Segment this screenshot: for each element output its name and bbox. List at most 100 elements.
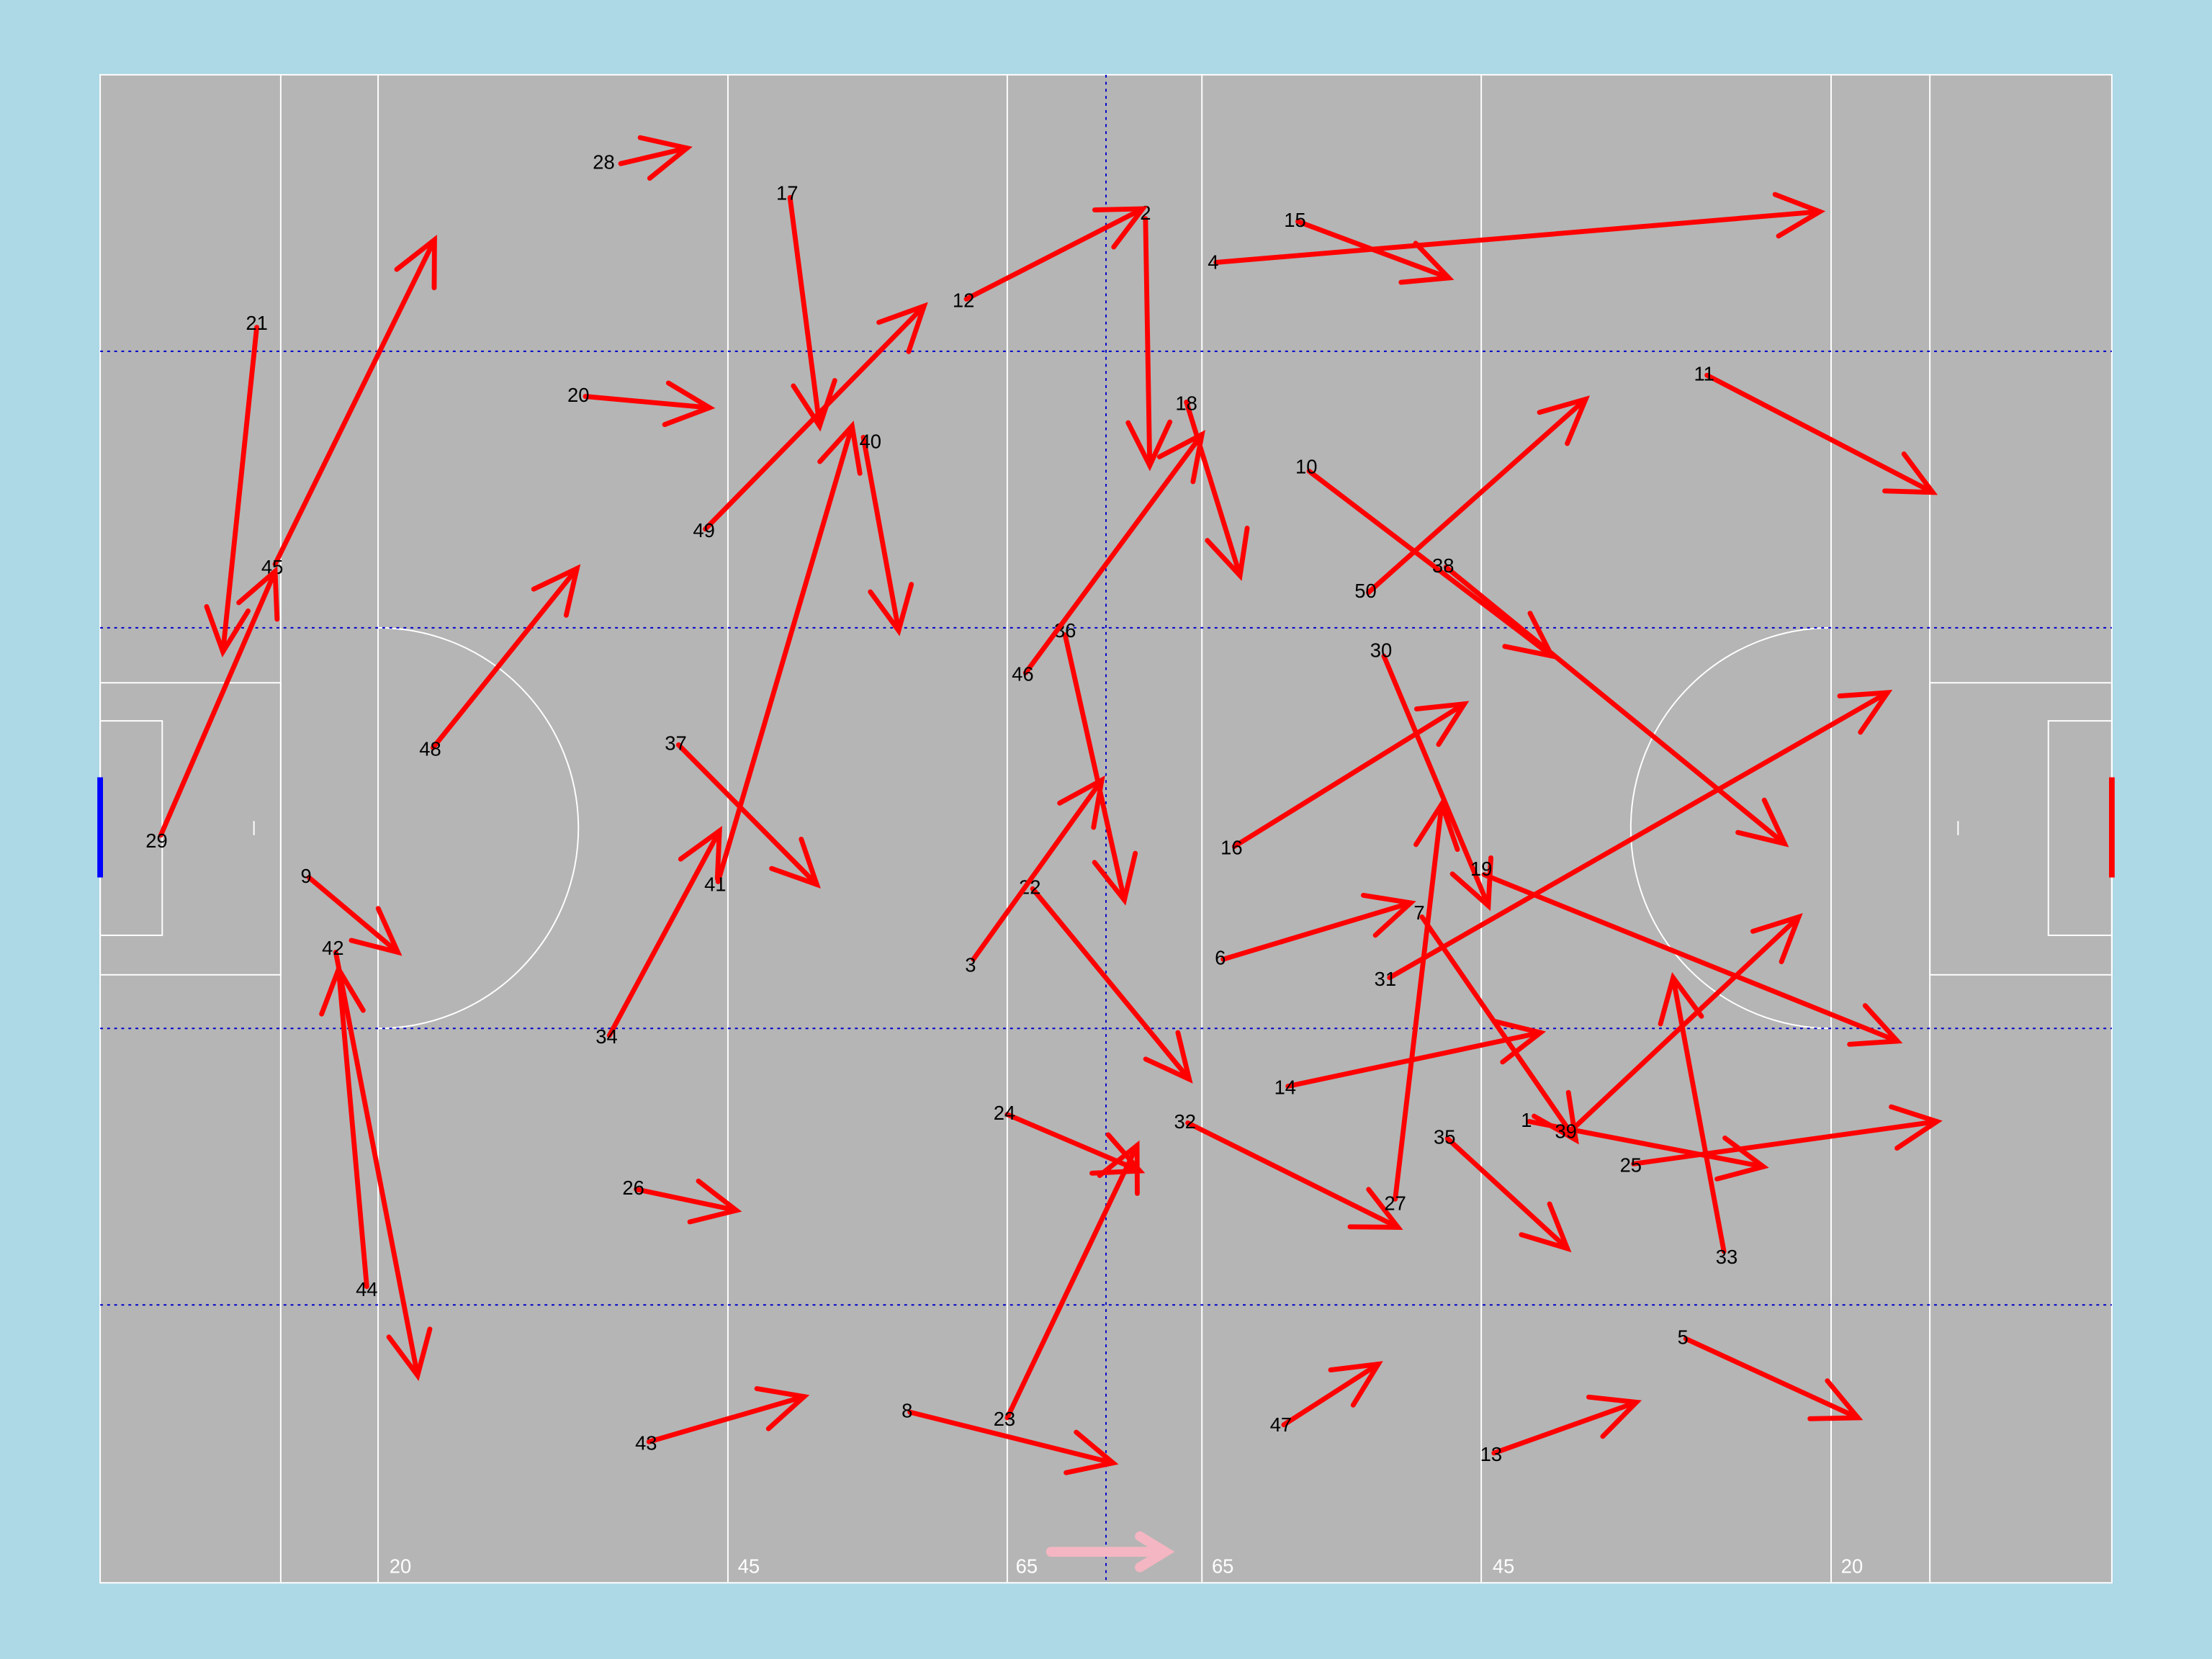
pass-arrow: 19 [1470, 858, 1903, 1047]
pass-label: 5 [1678, 1326, 1689, 1349]
pass-line [1213, 209, 1822, 265]
arrow-head [1658, 971, 1704, 1027]
pass-arrow: 48 [419, 564, 581, 760]
pass-arrow: 37 [665, 732, 821, 889]
arrow-head [1156, 430, 1205, 485]
arrow-head [1847, 1003, 1903, 1047]
pass-arrow: 21 [204, 312, 268, 657]
distance-label: 20 [390, 1555, 411, 1577]
pass-arrow: 32 [1174, 1110, 1403, 1230]
arrow-head [637, 135, 693, 181]
pass-label: 48 [419, 738, 441, 760]
pass-label: 39 [1555, 1120, 1576, 1142]
arrow-head [394, 234, 437, 291]
pass-label: 20 [567, 384, 589, 406]
pass-line [1143, 216, 1153, 468]
distance-labels: 20 45 65 65 45 20 [390, 1555, 1863, 1577]
pass-line [431, 566, 580, 750]
arrow-head [349, 906, 403, 956]
pass-arrow: 4 [1208, 192, 1826, 274]
pass-label: 44 [356, 1278, 377, 1300]
pass-line [1220, 900, 1413, 962]
pass-arrow: 44 [319, 963, 378, 1300]
pass-line [1062, 632, 1127, 903]
distance-label: 65 [1212, 1555, 1233, 1577]
pass-line [787, 194, 822, 429]
arrow-head [754, 1386, 810, 1431]
pass-label: 40 [860, 430, 881, 452]
arrow-head [1837, 690, 1893, 735]
pass-arrow: 26 [622, 1177, 742, 1225]
pass-arrow: 28 [593, 135, 693, 181]
arrow-head [678, 826, 722, 881]
pass-arrow: 33 [1658, 971, 1737, 1268]
arrow-head [1882, 451, 1938, 495]
pass-line [1231, 701, 1467, 849]
pass-label: 28 [593, 151, 614, 174]
pass-line [634, 1187, 739, 1213]
pass-line [1419, 914, 1578, 1143]
arrow-head [1449, 855, 1493, 912]
arrow-head [1772, 192, 1826, 239]
pass-arrow: 40 [860, 430, 914, 637]
pass-line [336, 966, 369, 1290]
pass-line [272, 237, 437, 567]
pass-arrow: 23 [994, 1140, 1140, 1430]
pass-label: 18 [1175, 392, 1197, 415]
pass-arrow: 18 [1175, 392, 1250, 581]
arrow-head [1413, 798, 1460, 853]
pass-label: 25 [1620, 1154, 1642, 1176]
pass-line [606, 828, 722, 1038]
pass-label: 19 [1470, 858, 1492, 880]
arrow-head [1491, 1018, 1547, 1065]
pass-label: 50 [1354, 580, 1376, 602]
pass-label: 16 [1220, 837, 1242, 859]
arrow-head [1519, 1201, 1572, 1253]
pass-line [1185, 1120, 1401, 1230]
pass-line [1285, 1030, 1543, 1089]
pass-line [1671, 975, 1727, 1254]
pass-line [1387, 690, 1890, 981]
pass-arrow: 27 [1384, 798, 1460, 1214]
pass-arrow: 3 [965, 775, 1105, 976]
pass-line [1443, 565, 1787, 847]
passes: 2817212154212049401811105038452936463048… [145, 135, 1943, 1475]
arrow-head [1057, 775, 1105, 830]
pass-arrow: 50 [1354, 395, 1591, 602]
pass-label: 3 [965, 953, 976, 976]
pass-arrow: 5 [1678, 1326, 1863, 1421]
pass-label: 14 [1274, 1076, 1296, 1099]
pass-arrow: 6 [1215, 892, 1416, 968]
arrow-head [1092, 206, 1148, 250]
arrow-head [1328, 1361, 1383, 1408]
distance-label: 45 [738, 1555, 760, 1577]
pass-arrow: 31 [1375, 690, 1893, 990]
arrow-head [319, 963, 366, 1017]
arrow-head [868, 582, 914, 637]
pass-line [583, 394, 712, 410]
pass-label: 13 [1480, 1443, 1502, 1465]
arrow-head [1413, 701, 1470, 747]
pass-label: 27 [1384, 1192, 1406, 1214]
pass-label: 33 [1716, 1246, 1737, 1268]
arrow-head [876, 302, 928, 354]
pass-line [1365, 397, 1588, 595]
arrow-head [1205, 526, 1250, 581]
arrow-head [1586, 1394, 1642, 1439]
pass-line [1527, 1119, 1766, 1169]
pass-line [1631, 1119, 1940, 1166]
pass-label: 7 [1413, 902, 1424, 924]
arrow-head [769, 836, 821, 889]
pass-label: 12 [953, 289, 974, 312]
distance-label: 65 [1016, 1555, 1038, 1577]
pass-line [220, 325, 259, 655]
pass-arrow: 46 [1012, 430, 1205, 685]
pass-label: 35 [1434, 1125, 1455, 1148]
arrow-head [1089, 1132, 1146, 1176]
pass-line [703, 303, 927, 532]
pass-line [1481, 872, 1900, 1044]
distance-label: 45 [1493, 1555, 1514, 1577]
pass-label: 34 [595, 1025, 617, 1048]
pass-arrow: 20 [567, 380, 716, 428]
